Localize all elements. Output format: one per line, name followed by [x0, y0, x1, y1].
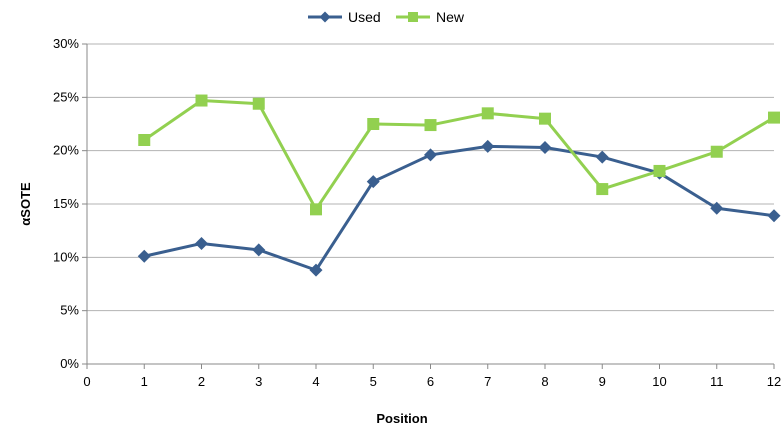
y-tick-label: 20%	[53, 143, 79, 158]
data-point-used	[595, 150, 609, 164]
data-point-used	[710, 201, 724, 215]
x-tick-label: 0	[83, 374, 90, 389]
data-point-used	[481, 139, 495, 153]
y-axis-label: αSOTE	[18, 182, 33, 226]
legend-marker	[408, 12, 418, 22]
data-point-new	[195, 94, 208, 107]
data-point-new	[539, 112, 551, 125]
x-tick-label: 8	[541, 374, 548, 389]
x-tick-label: 12	[767, 374, 781, 389]
grid-lines	[87, 43, 774, 312]
series-line-new	[143, 99, 775, 211]
legend-item-used: Used	[308, 9, 381, 25]
data-point-used	[767, 209, 781, 223]
x-tick-label: 4	[312, 374, 319, 389]
y-tick-label: 10%	[53, 249, 79, 264]
data-point-new	[710, 145, 723, 158]
legend-marker	[319, 11, 331, 23]
data-point-used	[137, 249, 151, 263]
x-tick-label: 3	[255, 374, 262, 389]
x-tick-label: 5	[370, 374, 377, 389]
data-point-new	[367, 118, 380, 130]
data-point-new	[138, 134, 151, 146]
series-lines	[143, 99, 775, 272]
x-tick-label: 2	[198, 374, 205, 389]
data-point-new	[310, 203, 322, 216]
data-point-used	[252, 243, 266, 257]
y-tick-label: 25%	[53, 89, 79, 104]
x-tick-label: 10	[652, 374, 666, 389]
data-point-new	[252, 97, 265, 110]
data-point-used	[366, 175, 380, 189]
y-tick-label: 0%	[60, 356, 79, 371]
data-point-new	[596, 183, 609, 196]
series-line-used	[143, 144, 775, 272]
y-tick-labels: 0% 5% 10% 15% 20% 25% 30%	[53, 36, 79, 371]
x-axis-label: Position	[376, 411, 427, 425]
y-tick-label: 5%	[60, 303, 79, 318]
axes	[82, 43, 775, 369]
y-tick-label: 30%	[53, 36, 79, 51]
legend-label: Used	[348, 9, 381, 25]
legend-item-new: New	[396, 9, 465, 25]
series-markers	[137, 94, 781, 277]
y-tick-label: 15%	[53, 196, 79, 211]
x-tick-labels: 0 1 2 3 4 5 6 7 8 9 10 11 12	[83, 374, 781, 389]
data-point-new	[768, 111, 780, 124]
x-tick-label: 7	[484, 374, 491, 389]
legend: Used New	[308, 9, 465, 25]
data-point-used	[424, 148, 437, 162]
data-point-new	[424, 119, 437, 132]
data-point-used	[195, 236, 208, 250]
data-point-used	[538, 140, 552, 154]
legend-label: New	[436, 9, 465, 25]
data-point-used	[309, 263, 323, 277]
x-tick-label: 6	[427, 374, 434, 389]
data-point-new	[653, 164, 666, 177]
x-tick-label: 11	[710, 374, 724, 389]
x-tick-label: 9	[599, 374, 606, 389]
data-point-new	[481, 107, 494, 120]
x-tick-label: 1	[141, 374, 148, 389]
